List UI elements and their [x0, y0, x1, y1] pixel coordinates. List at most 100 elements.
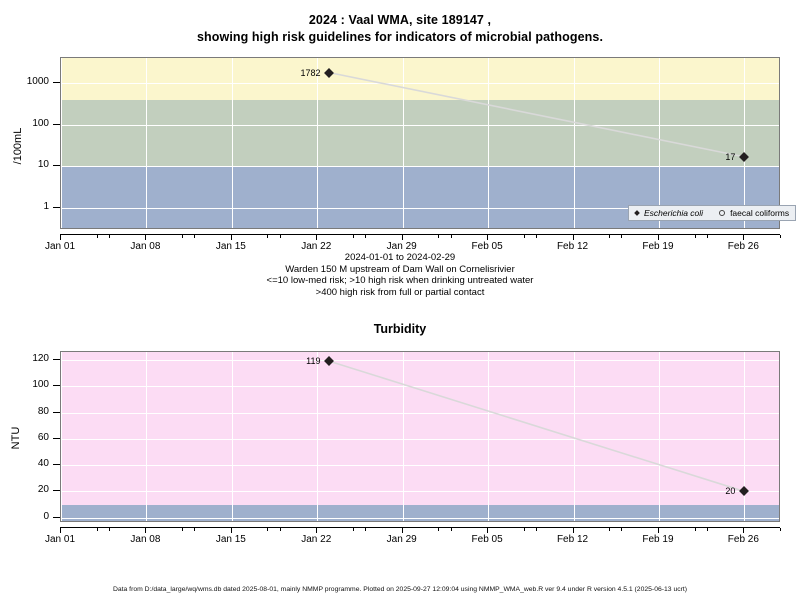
gridline-v-chart2-1: [146, 352, 147, 521]
gridline-v-chart1-7: [659, 58, 660, 228]
x-tick-minor-chart1-11: [194, 235, 195, 238]
y-tick-chart2-0: [53, 517, 60, 518]
x-tick-chart2-5: [487, 528, 488, 533]
legend-label-0: Escherichia coli: [644, 208, 704, 218]
x-tick-minor-chart1-10: [182, 235, 183, 238]
y-tick-label-chart1-0: 1: [43, 201, 49, 213]
gridline-h-chart1-2: [61, 125, 779, 126]
x-tick-minor-chart2-38: [524, 528, 525, 531]
x-tick-chart1-2: [231, 235, 232, 240]
x-tick-chart1-1: [145, 235, 146, 240]
chart1-plot-area: 1782 17: [60, 57, 780, 229]
x-tick-minor-chart1-18: [280, 235, 281, 238]
y-tick-label-chart2-6: 120: [32, 352, 49, 364]
x-tick-label-chart2-7: Feb 19: [642, 534, 674, 545]
x-tick-chart2-7: [658, 528, 659, 533]
gridline-h-chart2-1: [61, 491, 779, 492]
caption-date-range: 2024-01-01 to 2024-02-29: [344, 252, 456, 263]
x-tick-minor-chart2-3: [97, 528, 98, 531]
y-tick-chart2-2: [53, 464, 60, 465]
x-tick-chart2-6: [573, 528, 574, 533]
y-tick-chart1-2: [53, 124, 60, 125]
series-line-chart2-0: [329, 360, 745, 493]
y-tick-chart1-1: [53, 165, 60, 166]
x-tick-label-chart2-5: Feb 05: [471, 534, 503, 545]
gridline-v-chart2-0: [61, 352, 62, 521]
y-tick-label-chart2-1: 20: [37, 484, 49, 496]
x-tick-minor-chart1-3: [97, 235, 98, 238]
chart1-legend[interactable]: Escherichia coli faecal coliforms: [628, 205, 797, 221]
gridline-v-chart2-2: [232, 352, 233, 521]
x-tick-chart1-3: [316, 235, 317, 240]
x-tick-label-chart2-8: Feb 26: [727, 534, 759, 545]
y-tick-label-chart1-3: 1000: [26, 76, 49, 88]
y-tick-chart2-4: [53, 412, 60, 413]
y-tick-label-chart2-3: 60: [37, 431, 49, 443]
x-tick-chart2-8: [743, 528, 744, 533]
x-tick-chart2-2: [231, 528, 232, 533]
gridline-v-chart1-4: [403, 58, 404, 228]
x-tick-chart2-1: [145, 528, 146, 533]
x-tick-label-chart1-4: Jan 29: [386, 241, 417, 252]
x-tick-minor-chart2-11: [194, 528, 195, 531]
y-tick-chart2-1: [53, 490, 60, 491]
x-tick-chart1-6: [573, 235, 574, 240]
x-tick-minor-chart2-46: [621, 528, 622, 531]
x-tick-minor-chart1-25: [365, 235, 366, 238]
chart1-x-axis-line: [60, 234, 780, 235]
x-tick-minor-chart1-39: [536, 235, 537, 238]
x-tick-chart2-3: [316, 528, 317, 533]
x-tick-minor-chart1-31: [438, 235, 439, 238]
x-tick-minor-chart1-38: [524, 235, 525, 238]
x-tick-minor-chart2-39: [536, 528, 537, 531]
x-tick-label-chart1-8: Feb 26: [727, 241, 759, 252]
y-tick-label-chart2-5: 100: [32, 379, 49, 391]
y-tick-chart2-6: [53, 359, 60, 360]
gridline-v-chart2-7: [659, 352, 660, 521]
x-tick-minor-chart1-32: [451, 235, 452, 238]
x-tick-minor-chart1-24: [353, 235, 354, 238]
chart2-title: Turbidity: [373, 322, 427, 336]
x-tick-chart1-0: [60, 235, 61, 240]
x-tick-chart1-4: [402, 235, 403, 240]
chart1-caption: 2024-01-01 to 2024-02-29 Warden 150 M up…: [0, 252, 800, 298]
x-tick-chart1-5: [487, 235, 488, 240]
gridline-v-chart1-3: [317, 58, 318, 228]
caption-risk-note-2: >400 high risk from full or partial cont…: [315, 286, 485, 298]
caption-site-description: Warden 150 M upstream of Dam Wall on Cor…: [285, 263, 515, 275]
caption-risk-note-1: <=10 low-med risk; >10 high risk when dr…: [266, 275, 534, 286]
gridline-h-chart2-2: [61, 465, 779, 466]
gridline-v-chart1-2: [232, 58, 233, 228]
x-tick-minor-chart2-18: [280, 528, 281, 531]
y-tick-chart1-0: [53, 207, 60, 208]
x-tick-minor-chart2-4: [109, 528, 110, 531]
x-tick-label-chart2-6: Feb 12: [556, 534, 589, 545]
x-tick-minor-chart2-52: [695, 528, 696, 531]
gridline-v-chart2-4: [403, 352, 404, 521]
gridline-h-chart2-5: [61, 386, 779, 387]
x-tick-label-chart1-0: Jan 01: [44, 241, 76, 252]
x-tick-chart2-4: [402, 528, 403, 533]
gridline-v-chart1-6: [574, 58, 575, 228]
x-tick-label-chart1-7: Feb 19: [642, 241, 674, 252]
x-tick-label-chart2-4: Jan 29: [386, 534, 417, 545]
x-tick-minor-chart1-53: [707, 235, 708, 238]
gridline-h-chart2-6: [61, 360, 779, 361]
x-tick-minor-chart1-59: [780, 235, 781, 238]
page-title-line2: showing high risk guidelines for indicat…: [196, 30, 604, 44]
gridline-h-chart1-0: [61, 208, 779, 209]
chart2-plot-area: 119 20: [60, 351, 780, 522]
x-tick-label-chart1-6: Feb 12: [556, 241, 589, 252]
gridline-v-chart1-1: [146, 58, 147, 228]
gridline-h-chart1-1: [61, 166, 779, 167]
x-tick-minor-chart1-52: [695, 235, 696, 238]
y-tick-label-chart1-1: 10: [37, 159, 49, 171]
x-tick-chart2-0: [60, 528, 61, 533]
y-tick-chart1-3: [53, 82, 60, 83]
page-title: 2024 : Vaal WMA, site 189147 , showing h…: [0, 12, 800, 46]
gridline-h-chart2-4: [61, 413, 779, 414]
x-tick-minor-chart2-31: [438, 528, 439, 531]
y-tick-label-chart2-0: 0: [43, 510, 49, 522]
data-label-chart1-0-1: 17: [725, 151, 736, 162]
